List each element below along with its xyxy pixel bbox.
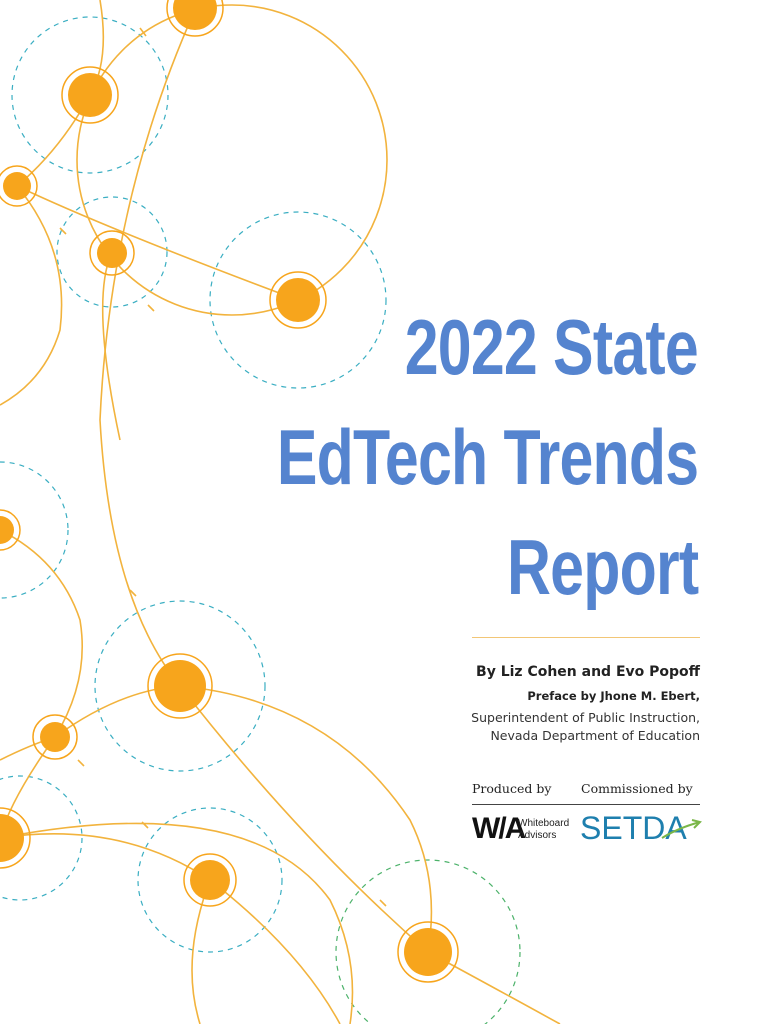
tick-mark [139, 27, 147, 37]
tick-mark [77, 759, 85, 767]
title-line-3: Report [506, 523, 699, 611]
dashed-circle [0, 461, 69, 599]
preface-line: Preface by Jhone M. Ebert, [527, 689, 700, 703]
whiteboard-advisors-logo-mark: W/A [472, 812, 526, 845]
dashed-circle [0, 775, 83, 901]
arc-line [0, 822, 354, 1024]
tick-mark [379, 899, 387, 907]
node-ring [32, 714, 78, 760]
node-ring [397, 921, 459, 983]
tick-mark [141, 821, 149, 829]
authors: By Liz Cohen and Evo Popoff [476, 664, 700, 680]
node-ring [147, 653, 213, 719]
node-ring [89, 230, 135, 276]
dashed-circle [56, 196, 168, 308]
dashed-circle [11, 16, 169, 174]
dashed-circle [209, 211, 387, 389]
tick-mark [59, 227, 67, 235]
dashed-circle [94, 600, 266, 772]
produced-by-label: Produced by [472, 781, 552, 796]
node-dot [154, 660, 206, 712]
arc-line [16, 185, 299, 301]
arc-line [179, 685, 429, 953]
title-divider [472, 637, 700, 638]
whiteboard-advisors-logo-text: Whiteboard Advisors [518, 818, 569, 841]
tick-mark [147, 304, 155, 312]
setda-swoosh-icon [661, 819, 702, 839]
title-line-2: EdTech Trends [276, 413, 699, 501]
node-ring [269, 271, 327, 329]
node-dot [276, 278, 320, 322]
arc-line [0, 185, 63, 406]
arc-line [76, 4, 388, 316]
arc-line [0, 529, 83, 738]
node-dot [97, 238, 127, 268]
node-dot [173, 0, 217, 30]
node-dot [3, 172, 31, 200]
node-ring [0, 165, 38, 207]
setda-logo: SETDA [580, 810, 687, 846]
node-group [0, 0, 459, 983]
node-ring [166, 0, 224, 37]
node-dot [40, 722, 70, 752]
node-ring [61, 66, 119, 124]
node-dot [404, 928, 452, 976]
node-ring [183, 853, 237, 907]
whiteboard-name-line1: Whiteboard [518, 818, 570, 829]
dashed-circle [335, 859, 521, 1024]
node-dot [0, 516, 14, 544]
arc-line [179, 685, 433, 953]
tick-mark [129, 589, 137, 597]
credits-divider [472, 804, 700, 805]
dashed-circle [137, 807, 283, 953]
node-dot [190, 860, 230, 900]
arc-line [99, 9, 196, 687]
node-dot [0, 814, 24, 862]
node-ring [0, 807, 31, 869]
arc-line [101, 251, 121, 441]
preface-org: Nevada Department of Education [490, 728, 700, 743]
title-line-1: 2022 State [404, 303, 699, 391]
node-ring [0, 509, 21, 551]
arc-line [0, 833, 211, 881]
arc-line [209, 879, 341, 1024]
preface-role: Superintendent of Public Instruction, [471, 710, 700, 725]
commissioned-by-label: Commissioned by [581, 781, 693, 796]
node-dot [68, 73, 112, 117]
whiteboard-name-line2: Advisors [518, 829, 557, 841]
